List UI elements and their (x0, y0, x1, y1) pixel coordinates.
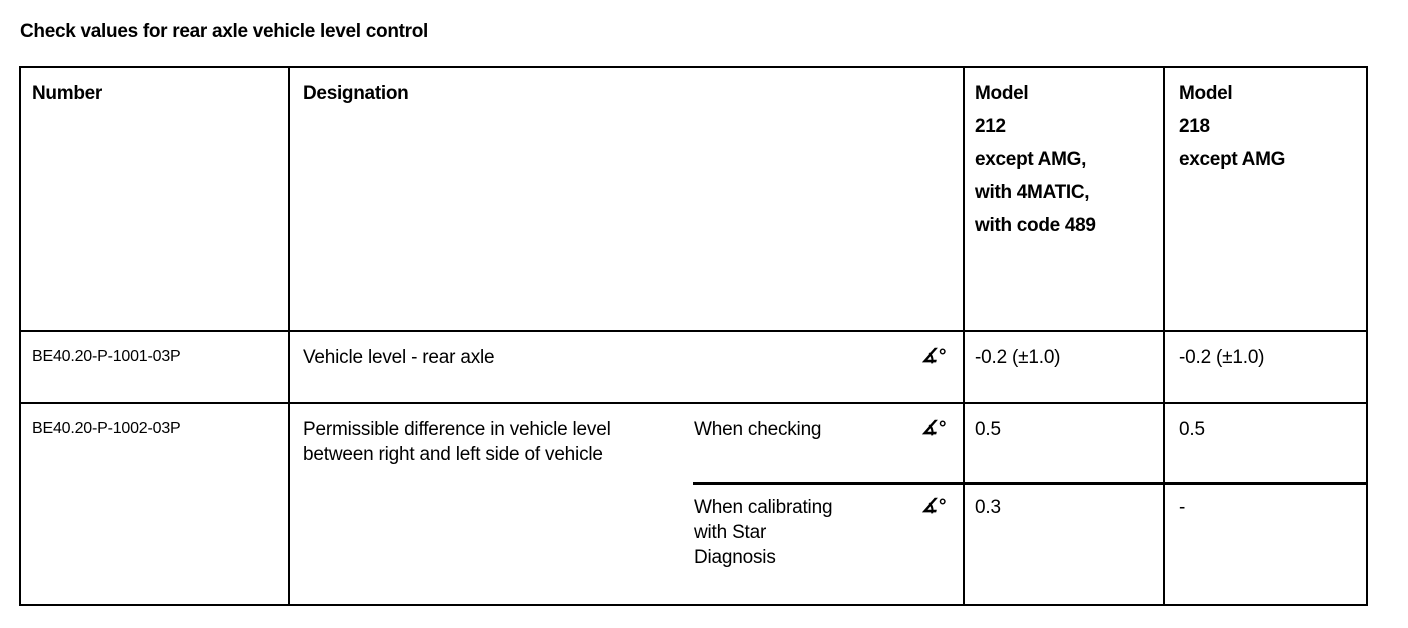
value-model-212: 0.3 (975, 497, 1001, 518)
header-number: Number (32, 83, 102, 104)
header-line: Model (975, 83, 1029, 104)
row-number: BE40.20-P-1001-03P (32, 348, 181, 365)
column-divider (288, 66, 290, 606)
column-divider (1163, 66, 1165, 606)
column-divider (19, 66, 21, 606)
column-divider (963, 66, 965, 606)
designation-line: between right and left side of vehicle (303, 444, 603, 465)
value-model-212: -0.2 (±1.0) (975, 347, 1061, 368)
condition-line: with Star (694, 522, 767, 543)
table-border-right (1366, 66, 1368, 606)
header-line: 212 (975, 116, 1006, 137)
condition-line: When calibrating (694, 497, 833, 518)
header-line: with 4MATIC, (975, 182, 1090, 203)
value-model-218: -0.2 (±1.0) (1179, 347, 1265, 368)
table-border-bottom (19, 604, 1368, 606)
subrow-divider (693, 482, 1368, 485)
header-model-218: Model 218 except AMG (1179, 77, 1285, 176)
table-border-top (19, 66, 1368, 68)
header-designation: Designation (303, 83, 409, 104)
angle-degree-icon: ∡° (921, 418, 946, 439)
header-line: 218 (1179, 116, 1210, 137)
row-divider (19, 402, 1368, 404)
header-line: Model (1179, 83, 1233, 104)
designation-line: Permissible difference in vehicle level (303, 419, 611, 440)
page-title: Check values for rear axle vehicle level… (20, 21, 429, 42)
row-designation: Vehicle level - rear axle (303, 347, 495, 368)
header-model-212: Model 212 except AMG, with 4MATIC, with … (975, 77, 1096, 242)
header-line: except AMG (1179, 149, 1286, 170)
header-line: except AMG, (975, 149, 1087, 170)
row-divider (19, 330, 1368, 332)
condition-when-checking: When checking (694, 419, 822, 440)
angle-degree-icon: ∡° (921, 496, 946, 517)
value-model-218: - (1179, 497, 1186, 518)
value-model-212: 0.5 (975, 419, 1001, 440)
angle-degree-icon: ∡° (921, 346, 946, 367)
row-number: BE40.20-P-1002-03P (32, 420, 181, 437)
condition-when-calibrating: When calibrating with Star Diagnosis (694, 495, 833, 570)
row-designation: Permissible difference in vehicle level … (303, 417, 611, 467)
header-line: with code 489 (975, 215, 1096, 236)
value-model-218: 0.5 (1179, 419, 1205, 440)
condition-line: Diagnosis (694, 547, 776, 568)
